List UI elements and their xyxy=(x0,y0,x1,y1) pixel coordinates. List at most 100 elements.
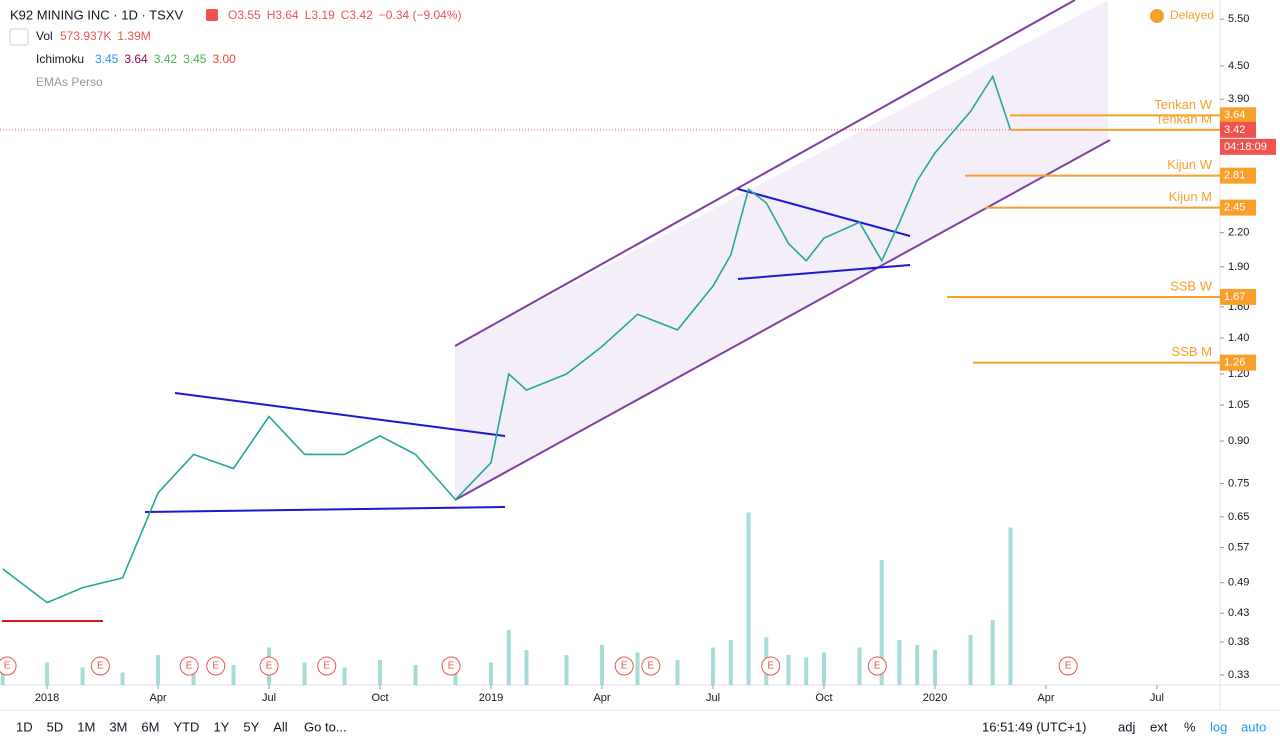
range-button[interactable]: 1Y xyxy=(213,719,229,734)
option-button[interactable]: ext xyxy=(1150,719,1168,734)
earnings-marker[interactable] xyxy=(867,656,887,676)
volume-bar xyxy=(80,667,85,685)
volume-bar xyxy=(0,670,5,685)
volume-bar xyxy=(1008,527,1013,685)
earnings-label: E xyxy=(97,661,104,672)
price-tag-label: 2.81 xyxy=(1224,170,1245,182)
range-button[interactable]: 5Y xyxy=(243,719,259,734)
level-name: SSB M xyxy=(1172,344,1212,359)
earnings-marker[interactable] xyxy=(206,656,226,676)
volume-bar xyxy=(821,652,826,685)
volume-bar xyxy=(857,647,862,685)
price-tag-label: 1.67 xyxy=(1224,291,1245,303)
y-tick-label: 3.90 xyxy=(1228,93,1249,105)
volume-bar xyxy=(990,620,995,685)
delayed: Delayed xyxy=(1170,8,1214,22)
collapse-button[interactable] xyxy=(9,28,29,46)
option-button[interactable]: % xyxy=(1184,719,1196,734)
x-tick-label: Apr xyxy=(149,692,166,704)
volume-bar xyxy=(489,662,494,685)
price-tag xyxy=(1220,167,1256,184)
level-name: Tenkan W xyxy=(1154,97,1213,112)
legend-value: 3.42 xyxy=(154,52,178,66)
earnings-label: E xyxy=(621,661,628,672)
level-name: SSB W xyxy=(1170,278,1213,293)
price-tag-label: 2.45 xyxy=(1224,202,1245,214)
x-tick-label: 2020 xyxy=(923,692,947,704)
earnings-label: E xyxy=(448,661,455,672)
volume-bar xyxy=(675,660,680,685)
range-button[interactable]: 6M xyxy=(141,719,159,734)
range-button[interactable]: All xyxy=(273,719,288,734)
option-button[interactable]: auto xyxy=(1241,719,1266,734)
y-tick-label: 0.38 xyxy=(1228,636,1249,648)
earnings-label: E xyxy=(648,661,655,672)
y-tick-label: 0.43 xyxy=(1228,607,1249,619)
countdown-tag xyxy=(1220,138,1276,155)
option-button[interactable]: adj xyxy=(1118,719,1135,734)
x-tick-label: 2018 xyxy=(35,692,59,704)
earnings-marker[interactable] xyxy=(641,656,661,676)
y-tick-label: 0.49 xyxy=(1228,577,1249,589)
earnings-marker[interactable] xyxy=(317,656,337,676)
price-line xyxy=(2,74,1012,604)
earnings-label: E xyxy=(767,661,774,672)
x-tick-label: Apr xyxy=(1037,692,1054,704)
y-tick-label: 0.75 xyxy=(1228,477,1249,489)
price-tag xyxy=(1220,121,1256,138)
earnings-marker[interactable] xyxy=(0,656,17,676)
y-tick-label: 0.90 xyxy=(1228,435,1249,447)
y-tick-label: 5.50 xyxy=(1228,13,1249,25)
legend-name: Ichimoku xyxy=(36,52,84,66)
price-tag-label: 3.42 xyxy=(1224,124,1245,136)
range-button[interactable]: 1D xyxy=(16,719,33,734)
y-tick-label: 0.33 xyxy=(1228,669,1249,681)
legend-value: 573.937K xyxy=(60,29,111,43)
ohlc-value: O3.55 xyxy=(228,8,261,22)
earnings-marker[interactable] xyxy=(90,656,110,676)
earnings-label: E xyxy=(323,661,330,672)
volume-bar xyxy=(564,655,569,685)
y-tick-label: 1.90 xyxy=(1228,261,1249,273)
y-tick-label: 1.40 xyxy=(1228,332,1249,344)
price-tag xyxy=(1220,199,1256,216)
volume-bar xyxy=(932,650,937,685)
legend-value: 3.00 xyxy=(212,52,236,66)
level-name: Kijun M xyxy=(1169,189,1212,204)
ohlc-value: H3.64 xyxy=(267,8,299,22)
x-tick-label: 2019 xyxy=(479,692,503,704)
option-button[interactable]: log xyxy=(1210,719,1227,734)
earnings-marker[interactable] xyxy=(179,656,199,676)
earnings-marker[interactable] xyxy=(761,656,781,676)
legend-value: 3.64 xyxy=(124,52,148,66)
channel-upper xyxy=(454,0,1076,347)
range-button[interactable]: 3M xyxy=(109,719,127,734)
ohlc-value: C3.42 xyxy=(341,8,373,22)
earnings-marker[interactable] xyxy=(441,656,461,676)
earnings-marker[interactable] xyxy=(1058,656,1078,676)
volume-bar xyxy=(524,650,529,685)
range-button[interactable]: 5D xyxy=(47,719,64,734)
volume-bar xyxy=(120,672,125,685)
volume-bar xyxy=(413,665,418,685)
trendline xyxy=(144,506,506,513)
earnings-label: E xyxy=(874,661,881,672)
range-button[interactable]: 1M xyxy=(77,719,95,734)
volume-bar xyxy=(804,657,809,685)
earnings-marker[interactable] xyxy=(614,656,634,676)
goto-button[interactable]: Go to... xyxy=(304,719,347,734)
volume-bar xyxy=(302,662,307,685)
x-tick-label: Apr xyxy=(593,692,610,704)
volume-bar xyxy=(879,560,884,685)
earnings-marker[interactable] xyxy=(259,656,279,676)
earnings-label: E xyxy=(1065,661,1072,672)
volume-bar xyxy=(915,645,920,685)
volume-bar xyxy=(968,635,973,685)
x-tick-label: Jul xyxy=(706,692,720,704)
x-tick-label: Jul xyxy=(1150,692,1164,704)
x-tick-label: Jul xyxy=(262,692,276,704)
range-button[interactable]: YTD xyxy=(173,719,199,734)
volume-bar xyxy=(710,647,715,685)
trendline xyxy=(737,188,911,237)
